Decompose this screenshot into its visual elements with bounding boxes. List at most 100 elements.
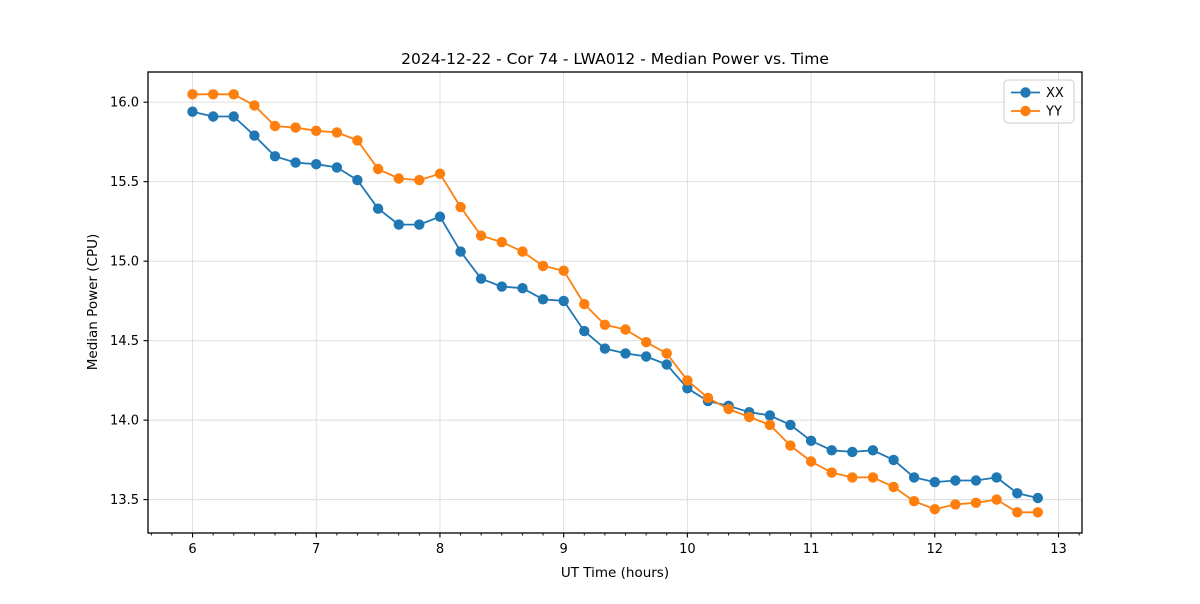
y-tick-label: 15.0 xyxy=(110,255,139,270)
data-point-yy xyxy=(579,298,590,310)
x-axis-label: UT Time (hours) xyxy=(561,565,669,581)
data-point-xx xyxy=(496,281,507,292)
data-point-xx xyxy=(1012,488,1023,499)
data-point-yy xyxy=(537,260,549,272)
data-point-yy xyxy=(929,504,940,515)
data-point-yy xyxy=(455,201,466,213)
data-point-yy xyxy=(970,497,982,508)
grid xyxy=(148,72,1082,533)
data-point-yy xyxy=(228,89,239,100)
y-tick-label: 13.5 xyxy=(110,493,139,508)
data-point-xx xyxy=(558,295,569,307)
data-point-yy xyxy=(269,120,281,132)
data-point-xx xyxy=(517,283,528,294)
x-tick-label: 6 xyxy=(188,542,196,557)
series-line-yy xyxy=(191,93,1039,514)
data-point-xx xyxy=(847,446,858,458)
series-line-xx xyxy=(191,110,1039,499)
data-point-xx xyxy=(208,111,219,122)
y-axis-label: Median Power (CPU) xyxy=(85,234,101,370)
y-tick-label: 16.0 xyxy=(110,96,139,111)
series-layer xyxy=(187,89,1044,518)
data-point-xx xyxy=(764,410,776,421)
data-point-yy xyxy=(888,481,899,493)
data-point-yy xyxy=(414,174,425,186)
data-point-xx xyxy=(682,383,693,394)
y-tick-label: 14.5 xyxy=(110,334,139,349)
data-point-xx xyxy=(641,351,652,362)
data-point-yy xyxy=(805,456,817,467)
data-point-xx xyxy=(434,211,446,222)
data-point-xx xyxy=(311,159,322,170)
data-point-yy xyxy=(496,236,507,248)
data-point-xx xyxy=(187,106,198,117)
series-yy xyxy=(187,89,1044,518)
data-point-xx xyxy=(805,435,817,446)
data-point-yy xyxy=(991,494,1002,505)
data-point-yy xyxy=(785,440,796,451)
x-tick-label: 12 xyxy=(927,542,944,557)
y-tick-label: 15.5 xyxy=(110,175,139,190)
chart-title: 2024-12-22 - Cor 74 - LWA012 - Median Po… xyxy=(401,50,829,68)
data-point-xx xyxy=(414,219,425,230)
data-point-yy xyxy=(558,265,569,276)
data-point-xx xyxy=(826,445,837,456)
data-point-yy xyxy=(908,496,920,507)
data-point-yy xyxy=(826,467,837,478)
data-point-yy xyxy=(641,337,652,348)
data-point-xx xyxy=(269,151,281,162)
data-point-yy xyxy=(393,173,404,184)
x-tick-label: 8 xyxy=(436,542,444,557)
data-point-xx xyxy=(475,273,487,284)
data-point-yy xyxy=(599,319,611,330)
data-point-xx xyxy=(888,454,899,466)
x-tick-label: 13 xyxy=(1050,542,1067,557)
data-point-yy xyxy=(950,499,961,510)
x-tick-label: 9 xyxy=(560,542,568,557)
legend-marker-sample xyxy=(1020,105,1031,117)
data-point-xx xyxy=(950,475,961,486)
plot-border xyxy=(147,71,1083,534)
data-point-yy xyxy=(661,348,672,359)
x-tick-label: 10 xyxy=(679,542,696,557)
data-point-yy xyxy=(290,122,301,133)
data-point-yy xyxy=(764,419,776,431)
data-point-xx xyxy=(290,157,301,168)
data-point-yy xyxy=(372,163,384,175)
data-point-yy xyxy=(208,89,219,100)
tick-labels: 6 7 8 9 10 11 12 13 13.5 14.0 14.5 15.0 15.5 16.0 xyxy=(110,96,1067,557)
tick-marks xyxy=(143,101,1080,538)
data-point-yy xyxy=(1012,507,1023,518)
data-point-yy xyxy=(723,403,734,415)
data-point-xx xyxy=(970,475,982,486)
y-tick-label: 14.0 xyxy=(110,414,139,429)
data-point-xx xyxy=(867,445,879,456)
data-point-xx xyxy=(455,246,466,257)
data-point-xx xyxy=(929,476,940,488)
data-point-xx xyxy=(352,174,363,186)
data-point-xx xyxy=(537,294,549,305)
series-xx xyxy=(187,106,1044,504)
data-point-yy xyxy=(744,411,755,423)
data-point-yy xyxy=(331,127,343,138)
data-point-xx xyxy=(599,343,611,354)
legend-marker-sample xyxy=(1020,87,1031,98)
data-point-yy xyxy=(702,392,714,404)
data-point-yy xyxy=(620,324,631,335)
data-point-yy xyxy=(1032,507,1044,518)
data-point-xx xyxy=(228,111,239,122)
data-point-yy xyxy=(517,246,528,257)
data-point-yy xyxy=(352,135,363,146)
data-point-xx xyxy=(620,348,631,359)
legend: XX YY xyxy=(1003,79,1075,124)
data-point-yy xyxy=(475,230,487,241)
x-tick-label: 7 xyxy=(312,542,320,557)
data-point-yy xyxy=(311,125,322,136)
data-point-yy xyxy=(867,472,879,483)
data-point-yy xyxy=(847,472,858,483)
data-point-yy xyxy=(682,375,693,386)
data-point-xx xyxy=(393,219,404,230)
data-point-xx xyxy=(372,203,384,214)
